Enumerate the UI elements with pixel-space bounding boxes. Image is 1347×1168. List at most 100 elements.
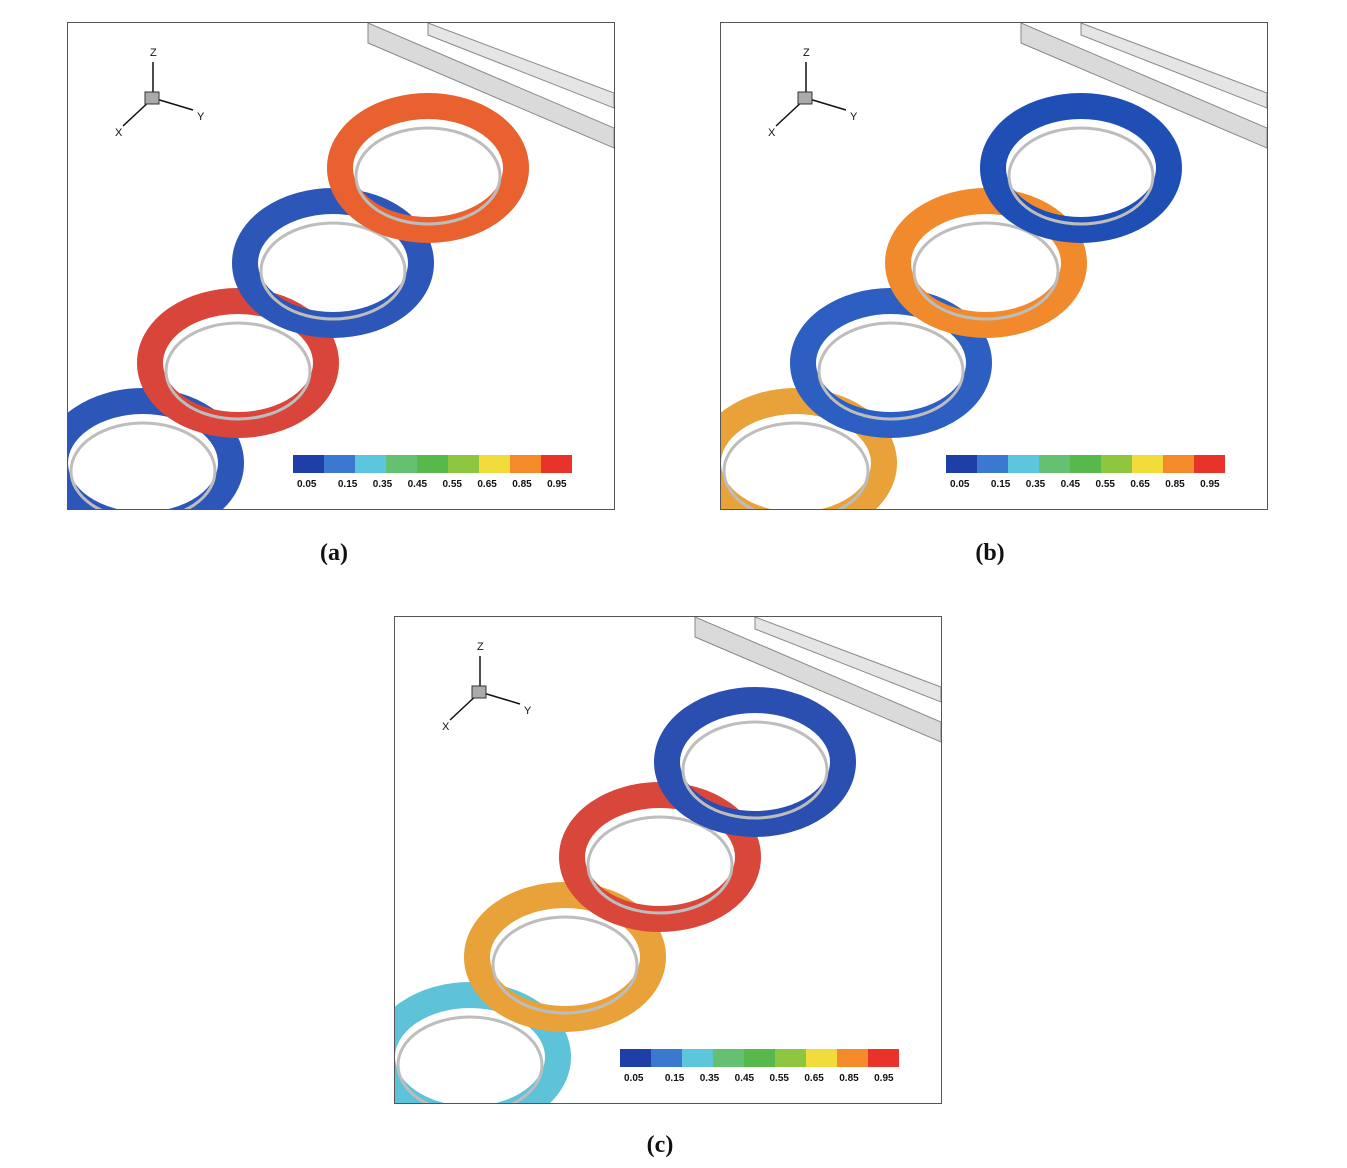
- ring-wall: [912, 221, 1060, 321]
- ring-wall: [681, 720, 829, 820]
- colorbar-segment: [1163, 455, 1194, 473]
- colorbar-segment: [620, 1049, 651, 1067]
- colorbar-tick-label: 0.35: [373, 479, 393, 490]
- channel-bar: [367, 23, 614, 149]
- colorbar-tick-label: 0.85: [512, 479, 532, 490]
- colorbar-tick-label: 0.95: [547, 479, 567, 490]
- colorbar-tick-label: 0.65: [804, 1073, 824, 1084]
- colorbar-tick-label: 0.65: [1130, 479, 1150, 490]
- axis-x-label: X: [442, 721, 450, 733]
- colorbar-tick-label: 0.95: [874, 1073, 894, 1084]
- panel-b: Z Y X 0.05 0.15 0.35 0.45 0.55 0.65 0.85 0.95: [720, 22, 1268, 510]
- colorbar-tick-label: 0.85: [1165, 479, 1185, 490]
- colorbar-segment: [868, 1049, 899, 1067]
- colorbar-segment: [837, 1049, 868, 1067]
- colorbar-tick-label: 0.15: [991, 479, 1011, 490]
- cfd-render-a: Z Y X 0.05 0.15 0.35 0.45 0.55 0.65 0.85 0.95: [68, 23, 614, 509]
- panel-a: Z Y X 0.05 0.15 0.35 0.45 0.55 0.65 0.85 0.95: [67, 22, 615, 510]
- flow-ring: [232, 188, 434, 338]
- colorbar: 0.05 0.15 0.35 0.45 0.55 0.65 0.85 0.95: [620, 1049, 899, 1084]
- colorbar-segment: [1070, 455, 1101, 473]
- colorbar-segment: [386, 455, 417, 473]
- ring-wall: [164, 321, 312, 421]
- colorbar-tick-label: 0.55: [443, 479, 463, 490]
- colorbar-segment: [775, 1049, 806, 1067]
- axis-z-label: Z: [477, 641, 484, 653]
- colorbar-segment: [744, 1049, 775, 1067]
- ring-wall: [817, 321, 965, 421]
- flow-ring: [395, 982, 571, 1103]
- rings-group: [395, 687, 856, 1103]
- channel-bar: [427, 23, 614, 109]
- colorbar-tick-label: 0.55: [1096, 479, 1116, 490]
- axis-triad: Z Y X: [442, 641, 532, 733]
- caption-b: (b): [975, 540, 1005, 566]
- axis-y-label: Y: [197, 111, 205, 123]
- colorbar-segment: [1039, 455, 1070, 473]
- flow-ring: [721, 388, 897, 509]
- colorbar-segment: [293, 455, 324, 473]
- ring-wall: [354, 126, 502, 226]
- channel-bar: [1020, 23, 1267, 149]
- flow-ring: [137, 288, 339, 438]
- colorbar-segment: [324, 455, 355, 473]
- ring-wall: [586, 815, 734, 915]
- channel-bar: [694, 617, 941, 743]
- axis-y-label: Y: [524, 705, 532, 717]
- colorbar-segment: [417, 455, 448, 473]
- ring-wall: [69, 421, 217, 509]
- colorbar-segment: [651, 1049, 682, 1067]
- colorbar-tick-label: 0.35: [700, 1073, 720, 1084]
- colorbar-segment: [977, 455, 1008, 473]
- ring-wall: [722, 421, 870, 509]
- colorbar: 0.05 0.15 0.35 0.45 0.55 0.65 0.85 0.95: [293, 455, 572, 490]
- rings-group: [68, 93, 529, 509]
- colorbar-tick-label: 0.05: [950, 479, 970, 490]
- channel-bar: [754, 617, 941, 703]
- colorbar-tick-label: 0.35: [1026, 479, 1046, 490]
- colorbar-segment: [355, 455, 386, 473]
- panel-c: Z Y X 0.05 0.15 0.35 0.45 0.55 0.65 0.85 0.95: [394, 616, 942, 1104]
- flow-ring: [790, 288, 992, 438]
- flow-ring: [559, 782, 761, 932]
- ring-wall: [1007, 126, 1155, 226]
- colorbar-tick-label: 0.05: [297, 479, 317, 490]
- colorbar-tick-label: 0.15: [338, 479, 358, 490]
- axis-triad: Z Y X: [768, 47, 858, 139]
- colorbar-segment: [1194, 455, 1225, 473]
- caption-a: (a): [320, 540, 348, 566]
- colorbar-segment: [1008, 455, 1039, 473]
- colorbar-segment: [713, 1049, 744, 1067]
- ring-wall: [491, 915, 639, 1015]
- flow-ring: [327, 93, 529, 243]
- axis-z-label: Z: [803, 47, 810, 59]
- colorbar-tick-label: 0.95: [1200, 479, 1220, 490]
- colorbar-tick-label: 0.15: [665, 1073, 685, 1084]
- channel-bar: [1080, 23, 1267, 109]
- colorbar-segment: [448, 455, 479, 473]
- rings-group: [721, 93, 1182, 509]
- colorbar-segment: [510, 455, 541, 473]
- ring-wall: [396, 1015, 544, 1103]
- colorbar-segment: [479, 455, 510, 473]
- colorbar-segment: [1101, 455, 1132, 473]
- colorbar-tick-label: 0.85: [839, 1073, 859, 1084]
- colorbar-segment: [1132, 455, 1163, 473]
- colorbar-tick-label: 0.55: [770, 1073, 790, 1084]
- colorbar: 0.05 0.15 0.35 0.45 0.55 0.65 0.85 0.95: [946, 455, 1225, 490]
- axis-triad: Z Y X: [115, 47, 205, 139]
- axis-z-label: Z: [150, 47, 157, 59]
- caption-c: (c): [646, 1132, 674, 1158]
- flow-ring: [654, 687, 856, 837]
- colorbar-tick-label: 0.45: [408, 479, 428, 490]
- colorbar-tick-label: 0.45: [735, 1073, 755, 1084]
- flow-ring: [68, 388, 244, 509]
- cfd-render-b: Z Y X 0.05 0.15 0.35 0.45 0.55 0.65 0.85 0.95: [721, 23, 1267, 509]
- colorbar-segment: [682, 1049, 713, 1067]
- colorbar-segment: [541, 455, 572, 473]
- ring-wall: [259, 221, 407, 321]
- colorbar-segment: [946, 455, 977, 473]
- flow-ring: [980, 93, 1182, 243]
- colorbar-segment: [806, 1049, 837, 1067]
- colorbar-tick-label: 0.65: [477, 479, 497, 490]
